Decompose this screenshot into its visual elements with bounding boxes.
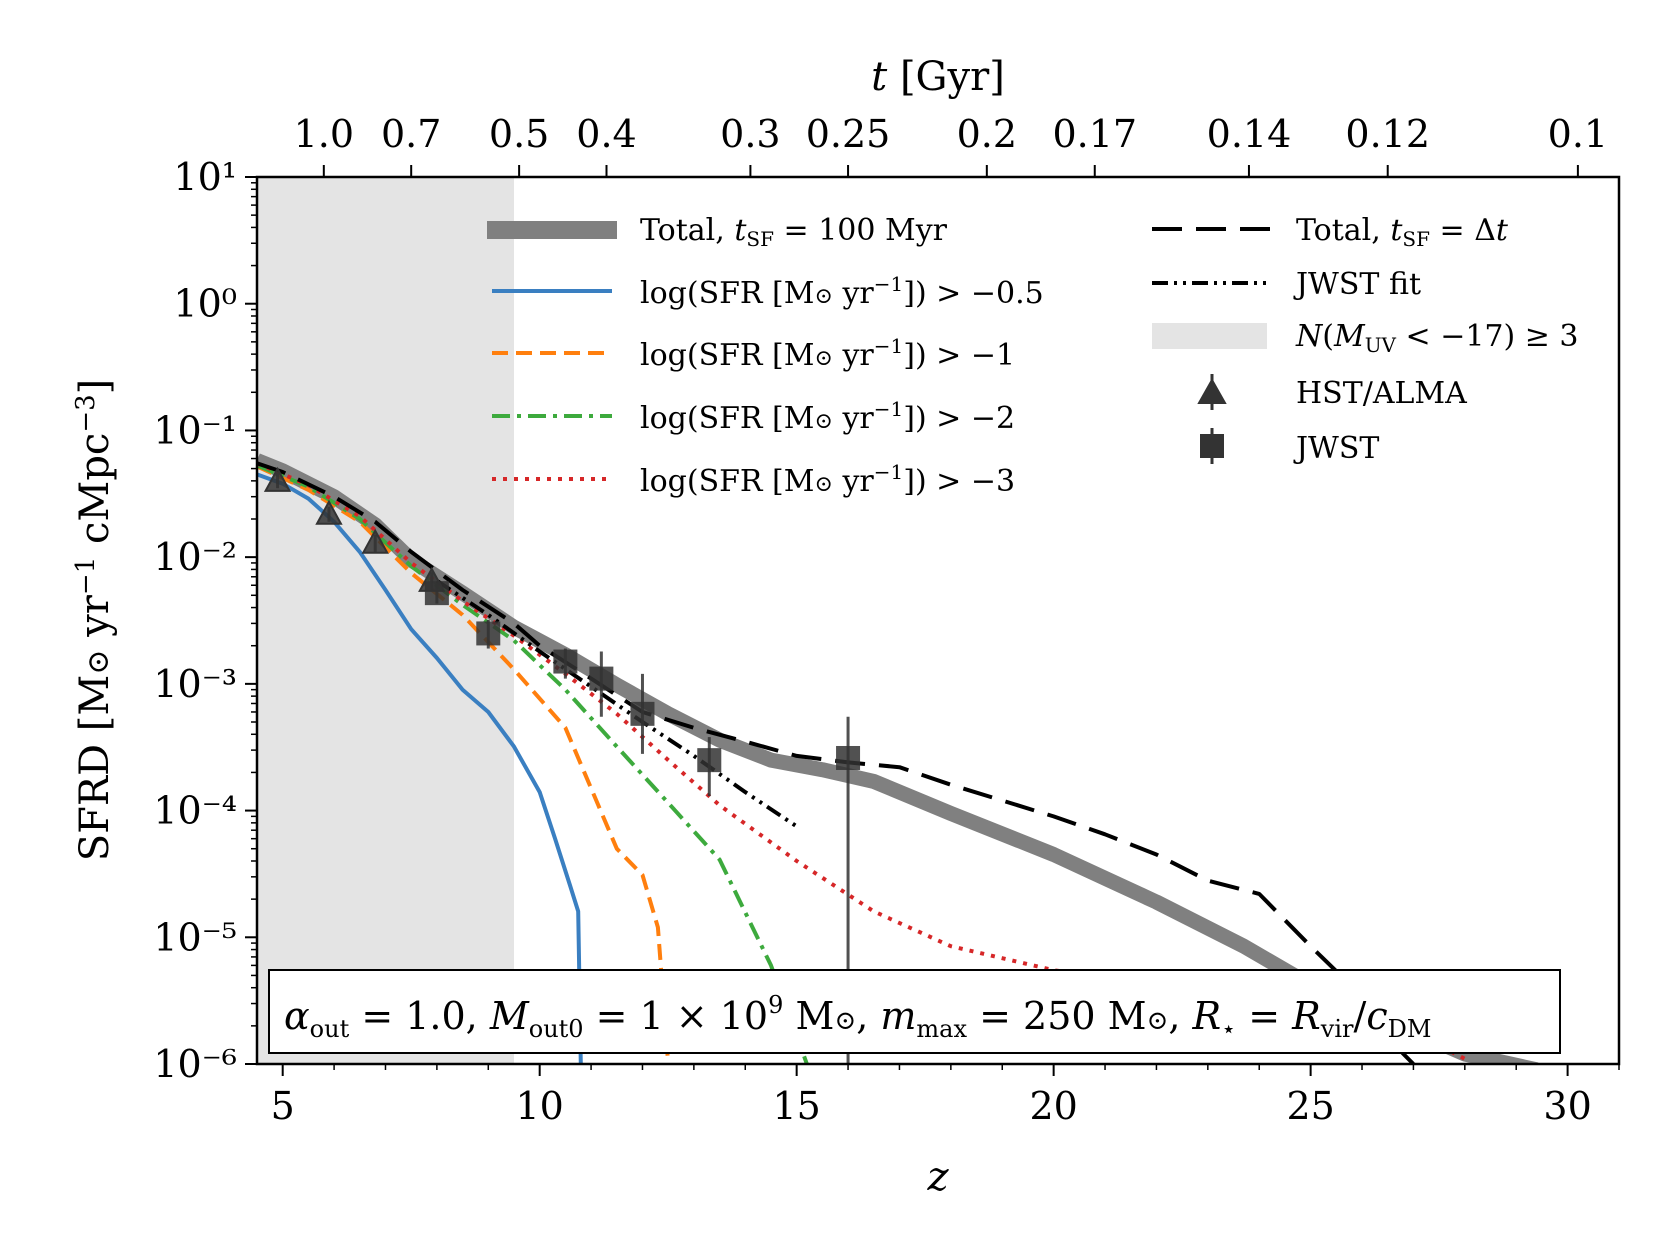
legend-left: Total, tSF = 100 Myr log(SFR [M⊙ yr−1]) …	[487, 213, 1044, 499]
legend-label-sfr-1: log(SFR [M⊙ yr−1]) > −1	[640, 334, 1015, 373]
y-tick-label: 10¹	[173, 155, 237, 199]
y-axis-label: SFRD [M⊙ yr−1 cMpc−3]	[71, 379, 118, 862]
x-tick-label: 15	[772, 1084, 820, 1128]
legend-label-jwst: JWST	[1293, 431, 1379, 466]
series-line-0	[257, 453, 1539, 1064]
series-layer	[257, 453, 1539, 1064]
data-point-jwst	[836, 745, 861, 770]
top-tick-label: 0.2	[957, 112, 1017, 156]
legend-marker-jwst	[1200, 428, 1224, 464]
top-tick-label: 0.14	[1207, 112, 1292, 156]
legend-swatch-shaded	[1152, 323, 1267, 349]
y-tick-label: 10⁻³	[153, 662, 237, 706]
x-tick-label: 30	[1543, 1084, 1591, 1128]
annotation-box: αout = 1.0, Mout0 = 1 × 109 M⊙, mmax = 2…	[268, 969, 1561, 1054]
annotation-text: αout = 1.0, Mout0 = 1 × 109 M⊙, mmax = 2…	[284, 991, 1431, 1043]
x-tick-label: 5	[271, 1084, 295, 1128]
top-tick-label: 0.5	[489, 112, 549, 156]
y-tick-label: 10⁻⁵	[153, 915, 237, 959]
top-tick-label: 0.4	[576, 112, 636, 156]
legend-label-total-dt: Total, tSF = Δt	[1296, 213, 1509, 251]
top-tick-label: 0.1	[1548, 112, 1608, 156]
ticks-layer: 5 10 15 20 25 30 1.0 0.7 0.5 0.4 0.3 0.25 0.2 0.17 0.1…	[153, 112, 1620, 1128]
data-point-jwst	[589, 666, 614, 691]
y-tick-label: 10⁻²	[153, 535, 237, 579]
x-tick-label: 20	[1029, 1084, 1077, 1128]
points-layer	[263, 466, 861, 1064]
y-tick-label: 10⁻⁴	[153, 789, 237, 833]
data-point-jwst	[697, 748, 722, 773]
series-line-6	[435, 579, 798, 829]
legend-label-sfr-05: log(SFR [M⊙ yr−1]) > −0.5	[640, 272, 1044, 311]
legend-label-total-100myr: Total, tSF = 100 Myr	[640, 213, 948, 251]
top-tick-label: 0.7	[381, 112, 441, 156]
data-point-jwst	[476, 621, 501, 646]
data-point-jwst	[630, 701, 655, 726]
y-tick-label: 10⁻⁶	[153, 1042, 237, 1086]
plot-frame	[255, 175, 1621, 1066]
legend-label-jwst-fit: JWST fit	[1293, 267, 1421, 302]
top-tick-label: 0.3	[720, 112, 780, 156]
data-point-hst-alma	[315, 499, 343, 525]
data-point-hst-alma	[263, 466, 292, 492]
legend-marker-hst-alma	[1197, 374, 1227, 410]
top-tick-label: 1.0	[294, 112, 354, 156]
top-tick-label: 0.12	[1345, 112, 1430, 156]
legend-right: Total, tSF = Δt JWST fit N(MUV < −17) ≥ …	[1152, 213, 1579, 466]
shaded-region	[257, 177, 514, 1064]
x-tick-label: 10	[515, 1084, 563, 1128]
data-point-jwst	[553, 649, 578, 674]
legend-label-hst-alma: HST/ALMA	[1296, 376, 1467, 411]
y-tick-label: 10⁻¹	[153, 408, 237, 452]
legend-label-sfr-2: log(SFR [M⊙ yr−1]) > −2	[640, 397, 1015, 436]
x-tick-label: 25	[1286, 1084, 1334, 1128]
legend-label-shaded: N(MUV < −17) ≥ 3	[1295, 319, 1579, 357]
x-axis-label: z	[926, 1154, 949, 1200]
y-tick-label: 10⁰	[173, 282, 237, 326]
top-axis-label: t [Gyr]	[871, 54, 1005, 100]
top-tick-label: 0.25	[806, 112, 891, 156]
data-point-hst-alma	[361, 528, 389, 554]
legend-label-sfr-3: log(SFR [M⊙ yr−1]) > −3	[640, 460, 1015, 499]
top-tick-label: 0.17	[1052, 112, 1137, 156]
data-point-jwst	[424, 581, 449, 606]
series-line-2	[257, 464, 671, 1064]
series-line-1	[257, 472, 583, 1064]
